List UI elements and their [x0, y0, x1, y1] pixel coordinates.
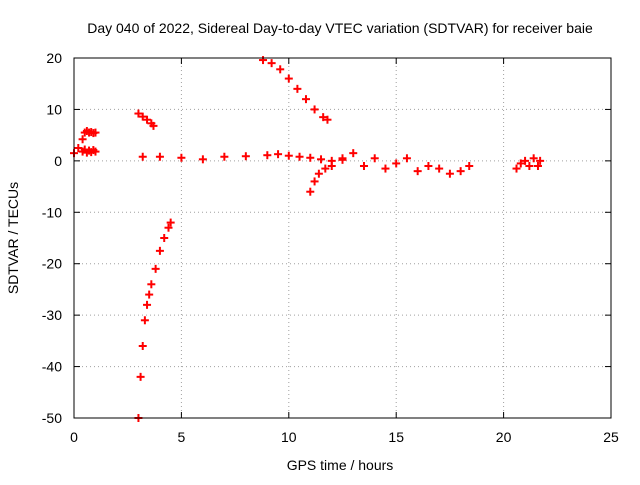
data-point [263, 151, 272, 160]
y-tick-label: -30 [42, 307, 62, 323]
data-point [177, 153, 186, 162]
data-point [145, 290, 154, 299]
data-point [413, 167, 422, 176]
y-tick-label: -40 [42, 359, 62, 375]
data-point [276, 65, 285, 74]
data-point [424, 162, 433, 170]
data-point [138, 152, 147, 161]
data-point [381, 164, 390, 173]
y-tick-label: 10 [46, 101, 62, 117]
data-point [166, 218, 175, 227]
data-point [220, 152, 229, 161]
data-point [160, 234, 169, 242]
data-point [521, 156, 530, 165]
data-point [402, 154, 411, 163]
data-point [310, 105, 319, 114]
data-point [321, 164, 330, 173]
data-point [149, 121, 158, 130]
data-point [138, 112, 147, 121]
y-axis-label: SDTVAR / TECUs [5, 182, 21, 294]
data-point [267, 59, 276, 68]
data-point [349, 149, 358, 158]
data-point [295, 152, 304, 161]
data-point [155, 152, 164, 161]
data-point [74, 144, 83, 152]
y-tick-label: -50 [42, 410, 62, 426]
data-point [319, 113, 328, 122]
chart-title: Day 040 of 2022, Sidereal Day-to-day VTE… [87, 20, 593, 36]
data-point [359, 162, 368, 170]
data-point [284, 151, 293, 160]
data-point [140, 316, 149, 325]
x-tick-label: 5 [178, 429, 186, 445]
data-point [370, 154, 379, 163]
data-point [293, 84, 302, 93]
data-point [198, 155, 207, 164]
data-point [310, 177, 319, 186]
data-point [147, 280, 156, 289]
data-point [151, 264, 160, 273]
data-point [323, 115, 332, 124]
y-tick-label: -10 [42, 204, 62, 220]
ticks: 0 5 10 15 20 25 -50 -40 -30 -20 -10 0 10 20 [42, 50, 619, 445]
x-tick-label: 0 [70, 429, 78, 445]
data-point [138, 342, 147, 350]
data-point [456, 167, 465, 176]
data-point [143, 115, 152, 124]
data-point [91, 147, 100, 156]
y-tick-label: 20 [46, 50, 62, 66]
data-point [134, 109, 143, 118]
data-point [435, 164, 444, 173]
data-point [317, 155, 326, 164]
x-tick-label: 20 [496, 429, 512, 445]
x-tick-label: 15 [388, 429, 404, 445]
x-axis-label: GPS time / hours [287, 457, 394, 473]
data-point [155, 246, 164, 255]
y-tick-label: 0 [54, 153, 62, 169]
data-point [164, 223, 173, 232]
data-point [306, 153, 315, 162]
data-point [392, 159, 401, 168]
y-tick-label: -20 [42, 256, 62, 272]
data-point [91, 128, 100, 137]
data-point [136, 372, 145, 381]
data-point [241, 152, 250, 161]
data-point [445, 169, 454, 178]
data-point [338, 154, 347, 163]
data-point [516, 159, 525, 168]
data-point [525, 162, 534, 170]
data-point [529, 154, 538, 163]
data-point [274, 150, 283, 159]
data-point [327, 162, 336, 170]
x-tick-label: 10 [281, 429, 297, 445]
data-point [284, 74, 293, 83]
x-tick-label: 25 [603, 429, 619, 445]
data-point [314, 169, 323, 178]
data-point [512, 164, 521, 173]
data-point [143, 300, 152, 309]
data-point [306, 187, 315, 196]
data-point [301, 95, 310, 104]
data-point [536, 156, 545, 165]
data-layer [70, 56, 545, 422]
data-point [465, 162, 474, 170]
data-point [533, 162, 542, 170]
data-point [78, 135, 87, 144]
data-point [259, 56, 268, 65]
plot-frame [73, 57, 612, 419]
